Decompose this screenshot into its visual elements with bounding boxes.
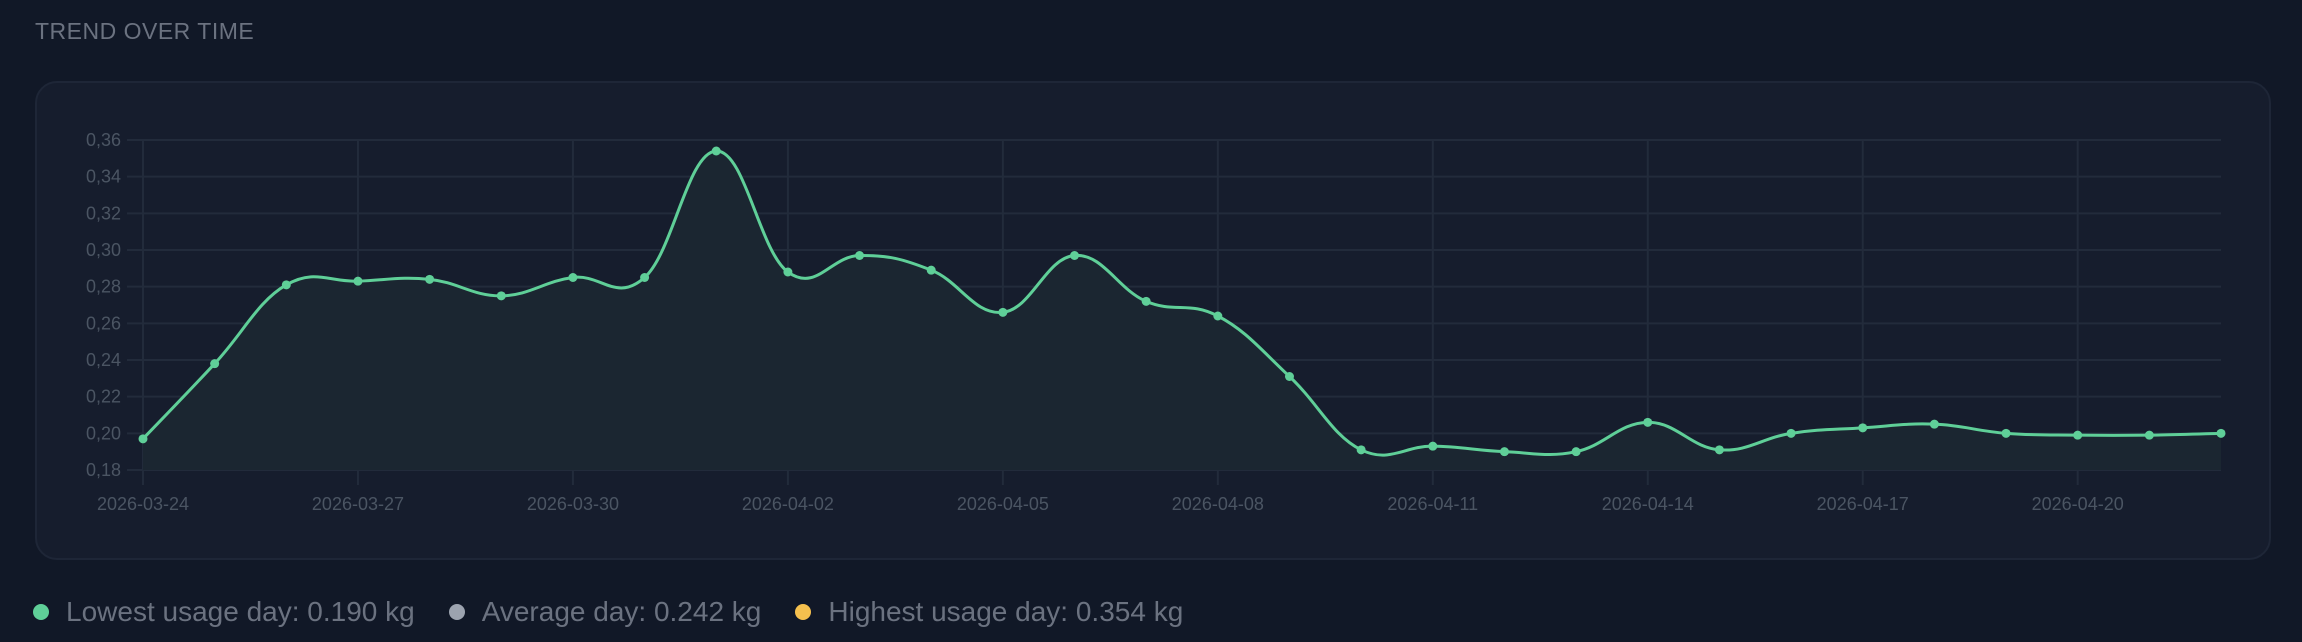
- data-point[interactable]: [640, 273, 650, 282]
- y-tick-label: 0,18: [86, 460, 121, 480]
- legend-highest-label: Highest usage day: 0.354 kg: [828, 596, 1184, 627]
- data-point[interactable]: [1571, 447, 1581, 457]
- data-point[interactable]: [1858, 423, 1868, 433]
- data-point[interactable]: [1499, 447, 1509, 457]
- legend-highest: Highest usage day: 0.354 kg: [795, 596, 1183, 628]
- data-point[interactable]: [568, 273, 578, 282]
- average-dot-icon: [448, 604, 465, 620]
- x-tick-label: 2026-03-27: [312, 494, 404, 514]
- section-title: TREND OVER TIME: [35, 18, 255, 44]
- y-tick-label: 0,22: [86, 387, 121, 407]
- data-points: [138, 146, 2226, 457]
- data-point[interactable]: [855, 251, 865, 260]
- data-point[interactable]: [926, 265, 936, 275]
- x-tick-label: 2026-03-30: [527, 494, 619, 514]
- x-tick-label: 2026-04-08: [1172, 494, 1264, 514]
- data-point[interactable]: [1428, 441, 1438, 451]
- y-tick-label: 0,30: [86, 240, 121, 260]
- data-point[interactable]: [1356, 445, 1366, 455]
- legend-average-label: Average day: 0.242 kg: [481, 596, 762, 627]
- usage-area: [143, 150, 2221, 471]
- x-axis: 2026-03-24 2026-03-27 2026-03-30 2026-04-02…: [97, 494, 2124, 514]
- y-axis: 0,18 0,20 0,22 0,24 0,26 0,28 0,30 0,32 0,34 0,36: [86, 130, 121, 480]
- x-tick-label: 2026-04-14: [1602, 494, 1694, 514]
- data-point[interactable]: [1141, 296, 1151, 306]
- data-point[interactable]: [138, 434, 148, 444]
- y-tick-label: 0,28: [86, 277, 121, 297]
- data-point[interactable]: [2001, 428, 2011, 438]
- x-tick-label: 2026-04-11: [1387, 494, 1478, 514]
- data-point[interactable]: [783, 267, 793, 277]
- data-point[interactable]: [496, 291, 506, 301]
- y-tick-label: 0,26: [86, 313, 121, 333]
- x-tick-label: 2026-03-24: [97, 494, 189, 514]
- data-point[interactable]: [1643, 417, 1653, 427]
- data-point[interactable]: [1213, 311, 1223, 321]
- x-tick-label: 2026-04-05: [957, 494, 1049, 514]
- legend-lowest-label: Lowest usage day: 0.190 kg: [66, 596, 415, 627]
- y-tick-label: 0,24: [86, 350, 121, 370]
- y-tick-label: 0,36: [86, 130, 121, 150]
- data-point[interactable]: [1714, 445, 1724, 455]
- data-point[interactable]: [998, 307, 1008, 317]
- legend-average: Average day: 0.242 kg: [448, 596, 762, 628]
- y-tick-label: 0,34: [86, 167, 121, 187]
- data-point[interactable]: [2216, 428, 2226, 438]
- data-point[interactable]: [2144, 430, 2154, 440]
- chart-legend: Lowest usage day: 0.190 kg Average day: …: [33, 596, 1217, 628]
- data-point[interactable]: [711, 146, 721, 156]
- data-point[interactable]: [425, 274, 435, 284]
- y-tick-label: 0,32: [86, 203, 121, 223]
- y-tick-label: 0,20: [86, 423, 121, 443]
- data-point[interactable]: [210, 359, 220, 369]
- low-dot-icon: [33, 604, 49, 620]
- high-dot-icon: [795, 604, 812, 620]
- x-tick-label: 2026-04-17: [1817, 494, 1909, 514]
- data-point[interactable]: [1070, 251, 1080, 260]
- data-point[interactable]: [2073, 430, 2083, 440]
- legend-lowest: Lowest usage day: 0.190 kg: [33, 596, 415, 628]
- data-point[interactable]: [1929, 419, 1939, 429]
- data-point[interactable]: [281, 280, 291, 290]
- data-point[interactable]: [353, 276, 363, 286]
- data-point[interactable]: [1786, 428, 1796, 438]
- x-tick-label: 2026-04-20: [2032, 494, 2124, 514]
- data-point[interactable]: [1284, 372, 1294, 381]
- x-tick-label: 2026-04-02: [742, 494, 834, 514]
